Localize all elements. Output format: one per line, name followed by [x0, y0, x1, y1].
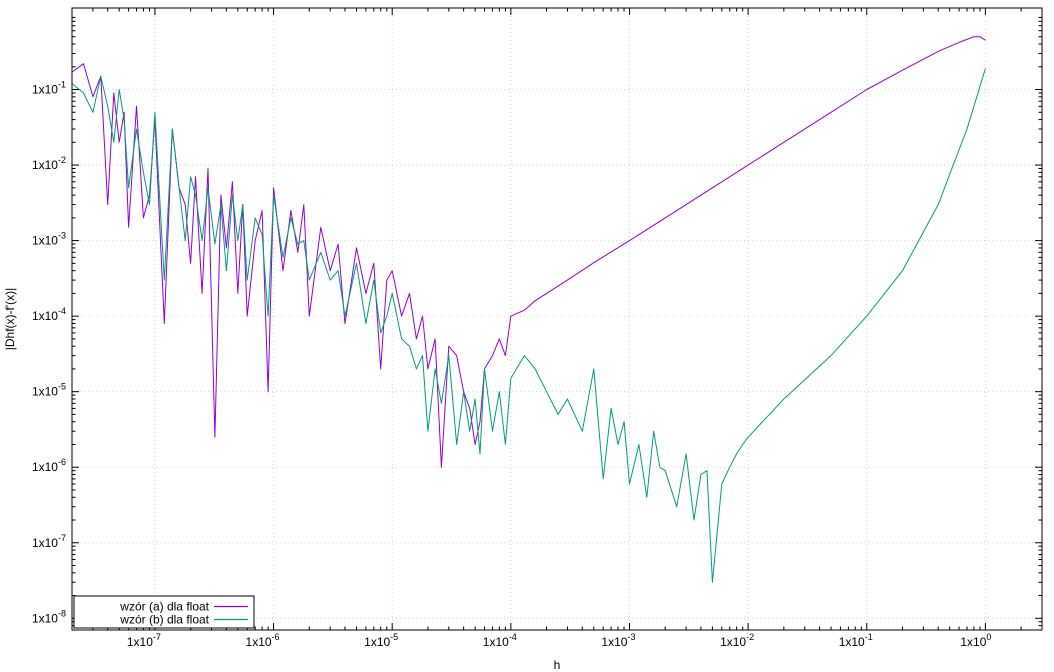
x-tick-label: 1x10-2 [720, 632, 754, 649]
series-line-1 [71, 36, 986, 468]
x-tick-label: 1x10-4 [483, 632, 517, 649]
legend-label: wzór (a) dla float [119, 600, 209, 614]
grid [72, 8, 1042, 630]
legend-label: wzór (b) dla float [119, 613, 209, 627]
y-tick-label: 1x10-4 [32, 306, 66, 323]
series-line-2 [71, 68, 986, 583]
y-tick-label: 1x10-3 [32, 231, 66, 248]
y-tick-label: 1x10-5 [32, 382, 66, 399]
x-tick-label: 1x10-1 [839, 632, 873, 649]
x-tick-label: 1x10-3 [601, 632, 635, 649]
x-tick-label: 1x100 [960, 632, 991, 649]
y-axis-label: |Dhf(x)-f'(x)| [3, 288, 17, 351]
x-tick-label: 1x10-5 [364, 632, 398, 649]
y-tick-label: 1x10-7 [32, 533, 66, 550]
x-tick-label: 1x10-7 [127, 632, 161, 649]
y-tick-label: 1x10-1 [32, 80, 66, 97]
y-tick-label: 1x10-8 [32, 608, 66, 625]
x-axis-label: h [554, 658, 561, 672]
legend-box [73, 595, 255, 629]
y-tick-label: 1x10-2 [32, 155, 66, 172]
ticks [71, 8, 1043, 631]
tick-labels: 1x10-7 1x10-6 1x10-5 1x10-4 1x10-3 1x10-2 1x10… [32, 80, 991, 649]
x-tick-label: 1x10-6 [246, 632, 280, 649]
series-layer [71, 36, 986, 583]
plot-area-frame [71, 7, 1043, 631]
y-tick-label: 1x10-6 [32, 457, 66, 474]
